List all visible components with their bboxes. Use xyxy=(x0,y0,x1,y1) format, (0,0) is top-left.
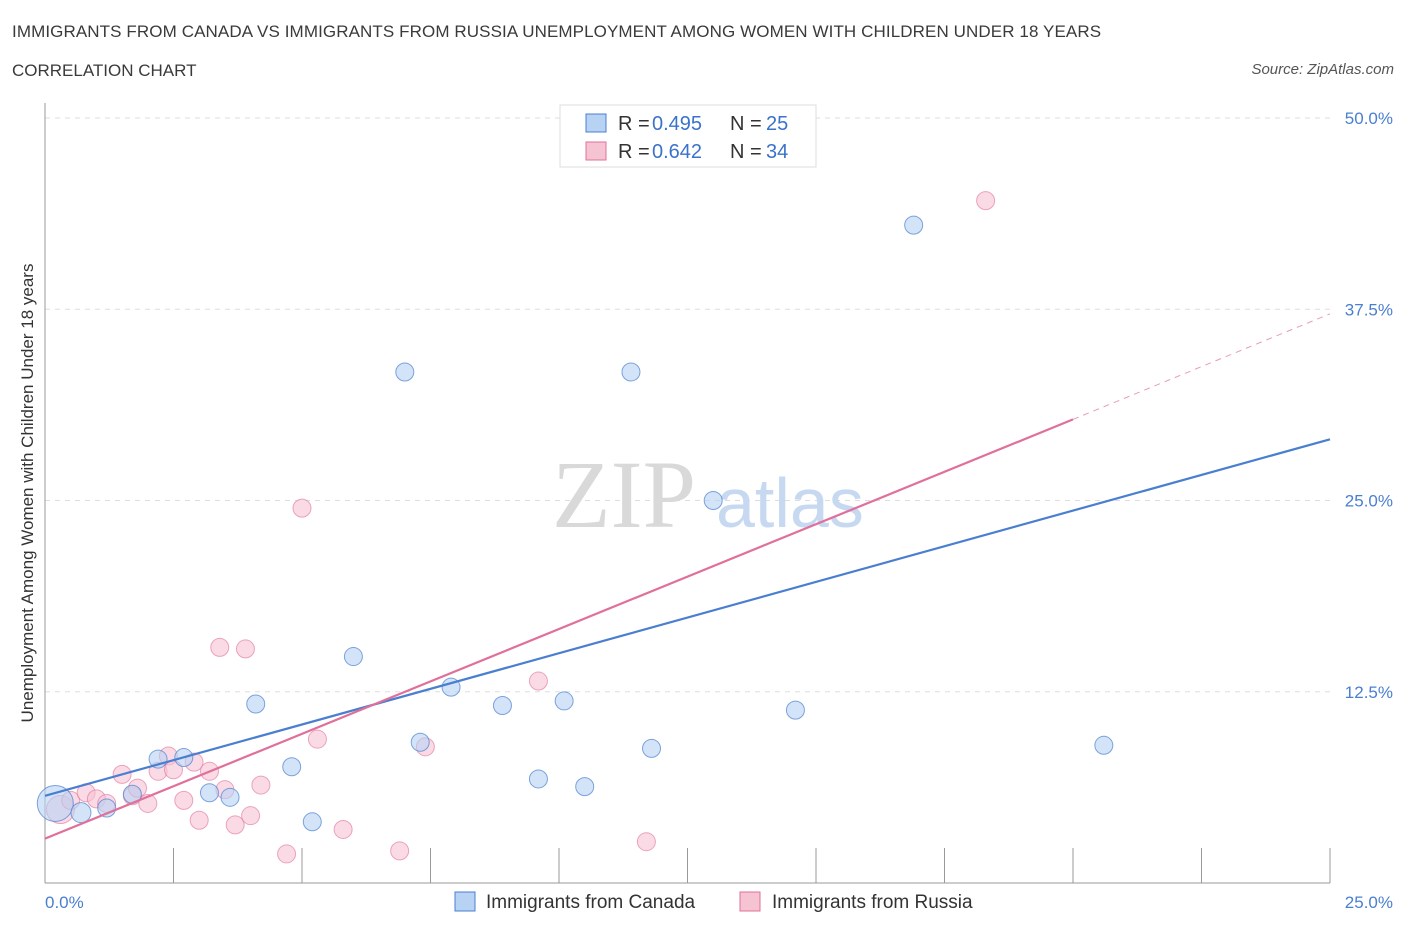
canada-point-19 xyxy=(621,362,641,382)
canada-point-9 xyxy=(282,757,302,777)
russia-point-22 xyxy=(277,844,297,864)
canada-point-22 xyxy=(785,700,805,720)
russia-point-26 xyxy=(390,841,410,861)
canada-point-6 xyxy=(199,783,219,803)
canada-point-18 xyxy=(575,777,595,797)
axes xyxy=(44,103,1331,884)
y-axis-label: Unemployment Among Women with Children U… xyxy=(18,264,37,723)
grid-lines xyxy=(45,117,1330,693)
watermark: ZIP atlas xyxy=(552,441,864,548)
source-label: Source: ZipAtlas.com xyxy=(1251,61,1394,78)
russia-point-12 xyxy=(174,790,194,810)
watermark-zip: ZIP xyxy=(552,441,696,548)
canada-point-21 xyxy=(703,491,723,510)
legend-russia-swatch xyxy=(585,141,607,161)
legend-russia-r-label: R = xyxy=(618,141,650,163)
russia-trend-line xyxy=(44,418,1074,840)
tick-labels: 12.5% 25.0% 37.5% 50.0% 0.0% 25.0% xyxy=(45,109,1393,912)
legend-russia-n-value: 34 xyxy=(766,141,788,163)
canada-point-24 xyxy=(1094,735,1114,755)
canada-point-7 xyxy=(220,787,240,807)
bottom-legend: Immigrants from Canada Immigrants from R… xyxy=(454,891,973,913)
y-tick-label-2: 37.5% xyxy=(1345,300,1393,319)
canada-point-1 xyxy=(70,802,92,824)
legend-canada-swatch xyxy=(585,113,607,133)
chart-title: IMMIGRANTS FROM CANADA VS IMMIGRANTS FRO… xyxy=(12,22,1102,41)
russia-point-20 xyxy=(241,806,261,826)
russia-point-25 xyxy=(333,819,353,839)
canada-trend-line xyxy=(44,438,1331,797)
russia-point-16 xyxy=(210,637,230,657)
canada-point-8 xyxy=(246,694,266,714)
legend-canada-r-value: 0.495 xyxy=(652,113,702,135)
legend-canada-n-label: N = xyxy=(730,113,762,135)
russia-point-21 xyxy=(251,775,271,795)
y-tick-label-1: 25.0% xyxy=(1345,492,1393,511)
russia-point-18 xyxy=(225,815,245,835)
russia-point-14 xyxy=(189,810,209,830)
canada-point-11 xyxy=(343,647,363,667)
trend-lines xyxy=(44,313,1331,840)
y-tick-label-3: 50.0% xyxy=(1345,109,1393,128)
top-legend: R = 0.495 N = 25 R = 0.642 N = 34 xyxy=(559,104,817,168)
canada-point-0 xyxy=(36,784,74,822)
x-tick-label-1: 25.0% xyxy=(1345,893,1393,912)
canada-point-12 xyxy=(395,362,415,382)
canada-point-16 xyxy=(528,769,548,789)
russia-point-23 xyxy=(292,498,312,518)
canada-point-20 xyxy=(642,738,662,758)
canada-point-10 xyxy=(302,812,322,832)
chart-subtitle: CORRELATION CHART xyxy=(12,61,197,80)
legend-russia-n-label: N = xyxy=(730,141,762,163)
y-tick-label-0: 12.5% xyxy=(1345,683,1393,702)
russia-point-29 xyxy=(636,832,656,852)
bottom-legend-russia-label: Immigrants from Russia xyxy=(772,892,973,913)
x-tick-label-0: 0.0% xyxy=(45,893,84,912)
russia-point-30 xyxy=(976,191,996,211)
legend-canada-r-label: R = xyxy=(618,113,650,135)
canada-point-23 xyxy=(904,215,924,235)
russia-point-19 xyxy=(235,639,255,659)
russia-point-28 xyxy=(528,671,548,691)
legend-russia-r-value: 0.642 xyxy=(652,141,702,163)
canada-point-15 xyxy=(492,696,512,716)
russia-point-24 xyxy=(307,729,327,749)
bottom-legend-canada-label: Immigrants from Canada xyxy=(486,892,696,913)
watermark-atlas: atlas xyxy=(716,464,864,542)
russia-trend-line-extension xyxy=(1072,313,1331,420)
canada-point-13 xyxy=(410,732,430,752)
canada-point-17 xyxy=(554,691,574,711)
legend-canada-n-value: 25 xyxy=(766,113,788,135)
bottom-legend-russia-swatch xyxy=(739,891,761,912)
bottom-legend-canada-swatch xyxy=(454,891,476,912)
